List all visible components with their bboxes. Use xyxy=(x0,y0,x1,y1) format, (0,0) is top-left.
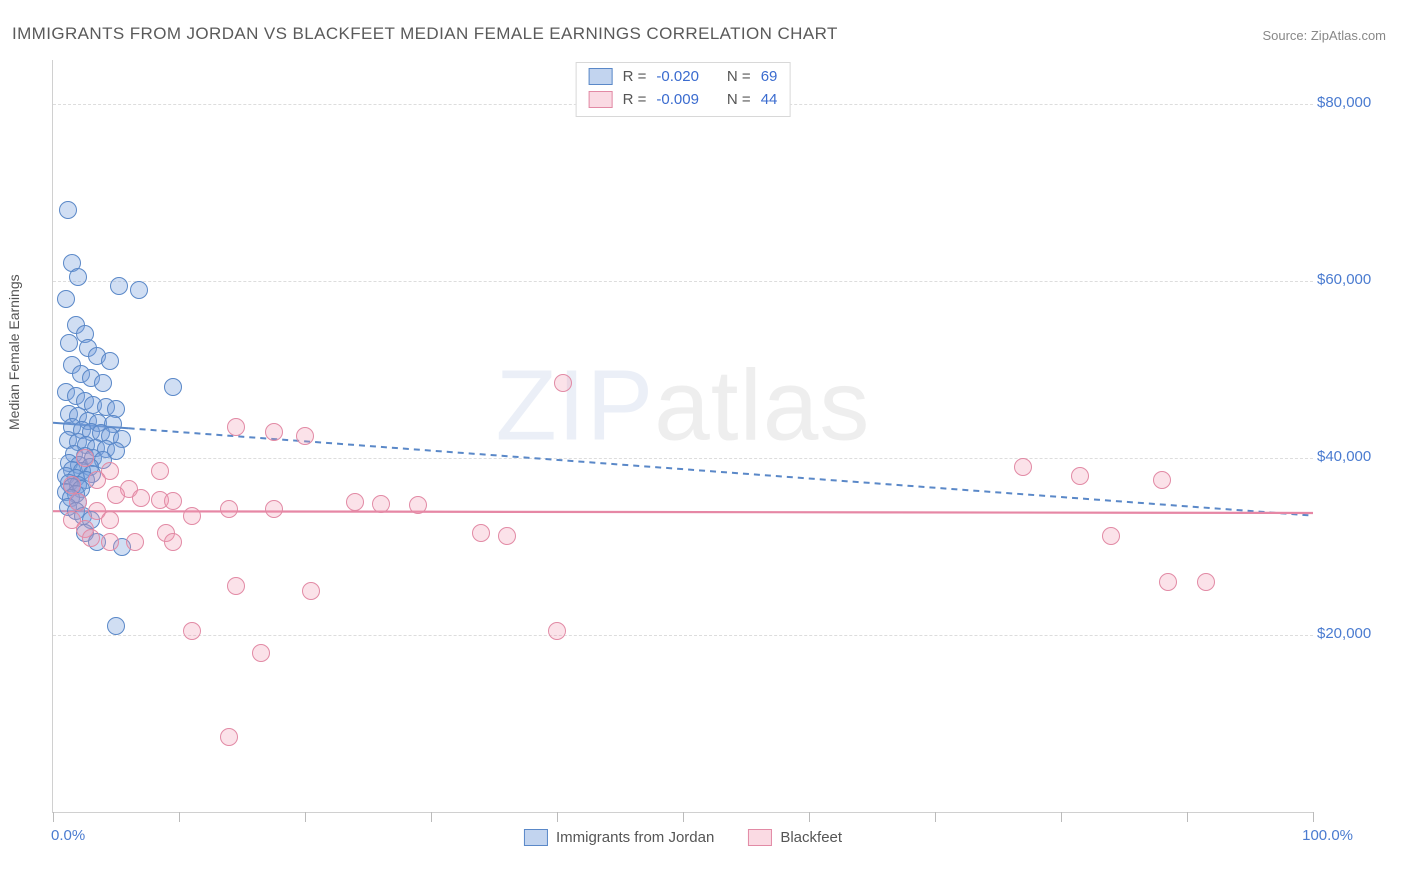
point-blackfeet xyxy=(82,529,100,547)
point-jordan xyxy=(94,374,112,392)
watermark-thin: atlas xyxy=(654,349,870,461)
point-blackfeet xyxy=(1071,467,1089,485)
swatch-pink-icon xyxy=(589,91,613,108)
point-jordan xyxy=(69,268,87,286)
source-attribution: Source: ZipAtlas.com xyxy=(1262,28,1386,43)
point-jordan xyxy=(164,378,182,396)
point-blackfeet xyxy=(220,500,238,518)
legend-label: Blackfeet xyxy=(780,829,842,846)
n-label: N = xyxy=(727,88,751,111)
point-blackfeet xyxy=(183,622,201,640)
plot-area: ZIPatlas R = -0.020 N = 69 R = -0.009 N … xyxy=(52,60,1313,813)
point-jordan xyxy=(60,334,78,352)
gridline xyxy=(53,635,1313,636)
point-blackfeet xyxy=(101,533,119,551)
r-value: -0.009 xyxy=(656,88,699,111)
point-blackfeet xyxy=(164,492,182,510)
n-value: 69 xyxy=(761,65,778,88)
y-tick-label: $20,000 xyxy=(1317,625,1397,642)
point-blackfeet xyxy=(409,496,427,514)
x-tick xyxy=(53,812,54,822)
point-jordan xyxy=(107,617,125,635)
watermark: ZIPatlas xyxy=(496,348,871,463)
x-tick xyxy=(1313,812,1314,822)
point-blackfeet xyxy=(1159,573,1177,591)
point-blackfeet xyxy=(88,471,106,489)
point-blackfeet xyxy=(227,418,245,436)
n-value: 44 xyxy=(761,88,778,111)
point-blackfeet xyxy=(183,507,201,525)
n-label: N = xyxy=(727,65,751,88)
x-tick xyxy=(431,812,432,822)
point-blackfeet xyxy=(302,582,320,600)
point-blackfeet xyxy=(346,493,364,511)
r-label: R = xyxy=(623,88,647,111)
point-blackfeet xyxy=(498,527,516,545)
y-tick-label: $40,000 xyxy=(1317,448,1397,465)
x-tick xyxy=(935,812,936,822)
x-tick xyxy=(305,812,306,822)
point-blackfeet xyxy=(1014,458,1032,476)
legend-label: Immigrants from Jordan xyxy=(556,829,714,846)
point-blackfeet xyxy=(265,423,283,441)
series-legend: Immigrants from Jordan Blackfeet xyxy=(524,829,842,846)
point-jordan xyxy=(101,352,119,370)
point-blackfeet xyxy=(107,486,125,504)
y-axis-label: Median Female Earnings xyxy=(6,274,22,430)
r-value: -0.020 xyxy=(656,65,699,88)
point-blackfeet xyxy=(296,427,314,445)
point-blackfeet xyxy=(1102,527,1120,545)
swatch-pink-icon xyxy=(748,829,772,846)
point-blackfeet xyxy=(151,462,169,480)
point-jordan xyxy=(59,201,77,219)
watermark-bold: ZIP xyxy=(496,349,655,461)
point-blackfeet xyxy=(220,728,238,746)
point-blackfeet xyxy=(1153,471,1171,489)
x-axis-label-min: 0.0% xyxy=(51,827,85,844)
legend-row-blue: R = -0.020 N = 69 xyxy=(589,65,778,88)
gridline xyxy=(53,458,1313,459)
point-blackfeet xyxy=(69,493,87,511)
legend-item-jordan: Immigrants from Jordan xyxy=(524,829,714,846)
x-tick xyxy=(1061,812,1062,822)
x-tick xyxy=(557,812,558,822)
x-axis-label-max: 100.0% xyxy=(1302,827,1353,844)
point-blackfeet xyxy=(372,495,390,513)
point-blackfeet xyxy=(548,622,566,640)
point-blackfeet xyxy=(132,489,150,507)
point-blackfeet xyxy=(554,374,572,392)
point-blackfeet xyxy=(472,524,490,542)
point-blackfeet xyxy=(63,476,81,494)
point-jordan xyxy=(57,290,75,308)
swatch-blue-icon xyxy=(524,829,548,846)
point-blackfeet xyxy=(164,533,182,551)
trend-lines xyxy=(53,60,1313,812)
r-label: R = xyxy=(623,65,647,88)
x-tick xyxy=(683,812,684,822)
correlation-legend: R = -0.020 N = 69 R = -0.009 N = 44 xyxy=(576,62,791,117)
x-tick xyxy=(179,812,180,822)
point-blackfeet xyxy=(265,500,283,518)
y-tick-label: $80,000 xyxy=(1317,94,1397,111)
chart-title: IMMIGRANTS FROM JORDAN VS BLACKFEET MEDI… xyxy=(12,24,838,44)
point-blackfeet xyxy=(126,533,144,551)
legend-item-blackfeet: Blackfeet xyxy=(748,829,842,846)
point-jordan xyxy=(110,277,128,295)
point-blackfeet xyxy=(101,511,119,529)
y-tick-label: $60,000 xyxy=(1317,271,1397,288)
x-tick xyxy=(809,812,810,822)
point-jordan xyxy=(130,281,148,299)
point-blackfeet xyxy=(76,449,94,467)
swatch-blue-icon xyxy=(589,68,613,85)
point-blackfeet xyxy=(1197,573,1215,591)
x-tick xyxy=(1187,812,1188,822)
gridline xyxy=(53,281,1313,282)
legend-row-pink: R = -0.009 N = 44 xyxy=(589,88,778,111)
point-blackfeet xyxy=(227,577,245,595)
point-blackfeet xyxy=(252,644,270,662)
